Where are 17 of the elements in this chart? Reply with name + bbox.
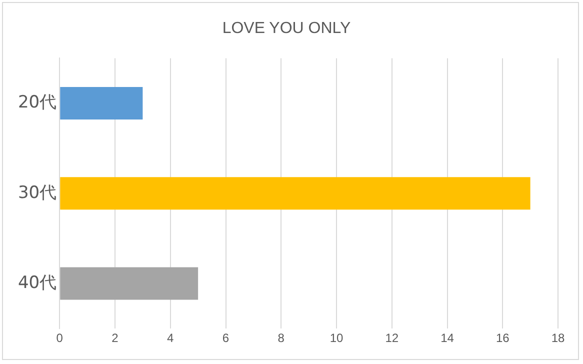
x-tick-label: 8	[278, 331, 285, 346]
chart-title: LOVE YOU ONLY	[222, 20, 351, 38]
bar	[60, 87, 143, 120]
x-tick-label: 14	[440, 331, 454, 346]
x-tick-label: 16	[496, 331, 510, 346]
y-tick-label: 40代	[18, 272, 57, 293]
bar	[60, 177, 530, 210]
x-tick-label: 0	[56, 331, 64, 346]
x-tick-label: 10	[330, 331, 344, 346]
x-tick-label: 12	[385, 331, 399, 346]
y-tick-label: 30代	[18, 182, 57, 203]
x-tick-label: 2	[112, 331, 119, 346]
y-tick-label: 20代	[18, 92, 57, 113]
x-tick-label: 6	[222, 331, 230, 346]
x-tick-label: 4	[167, 331, 174, 346]
bar	[60, 267, 198, 300]
x-tick-label: 18	[551, 331, 565, 346]
